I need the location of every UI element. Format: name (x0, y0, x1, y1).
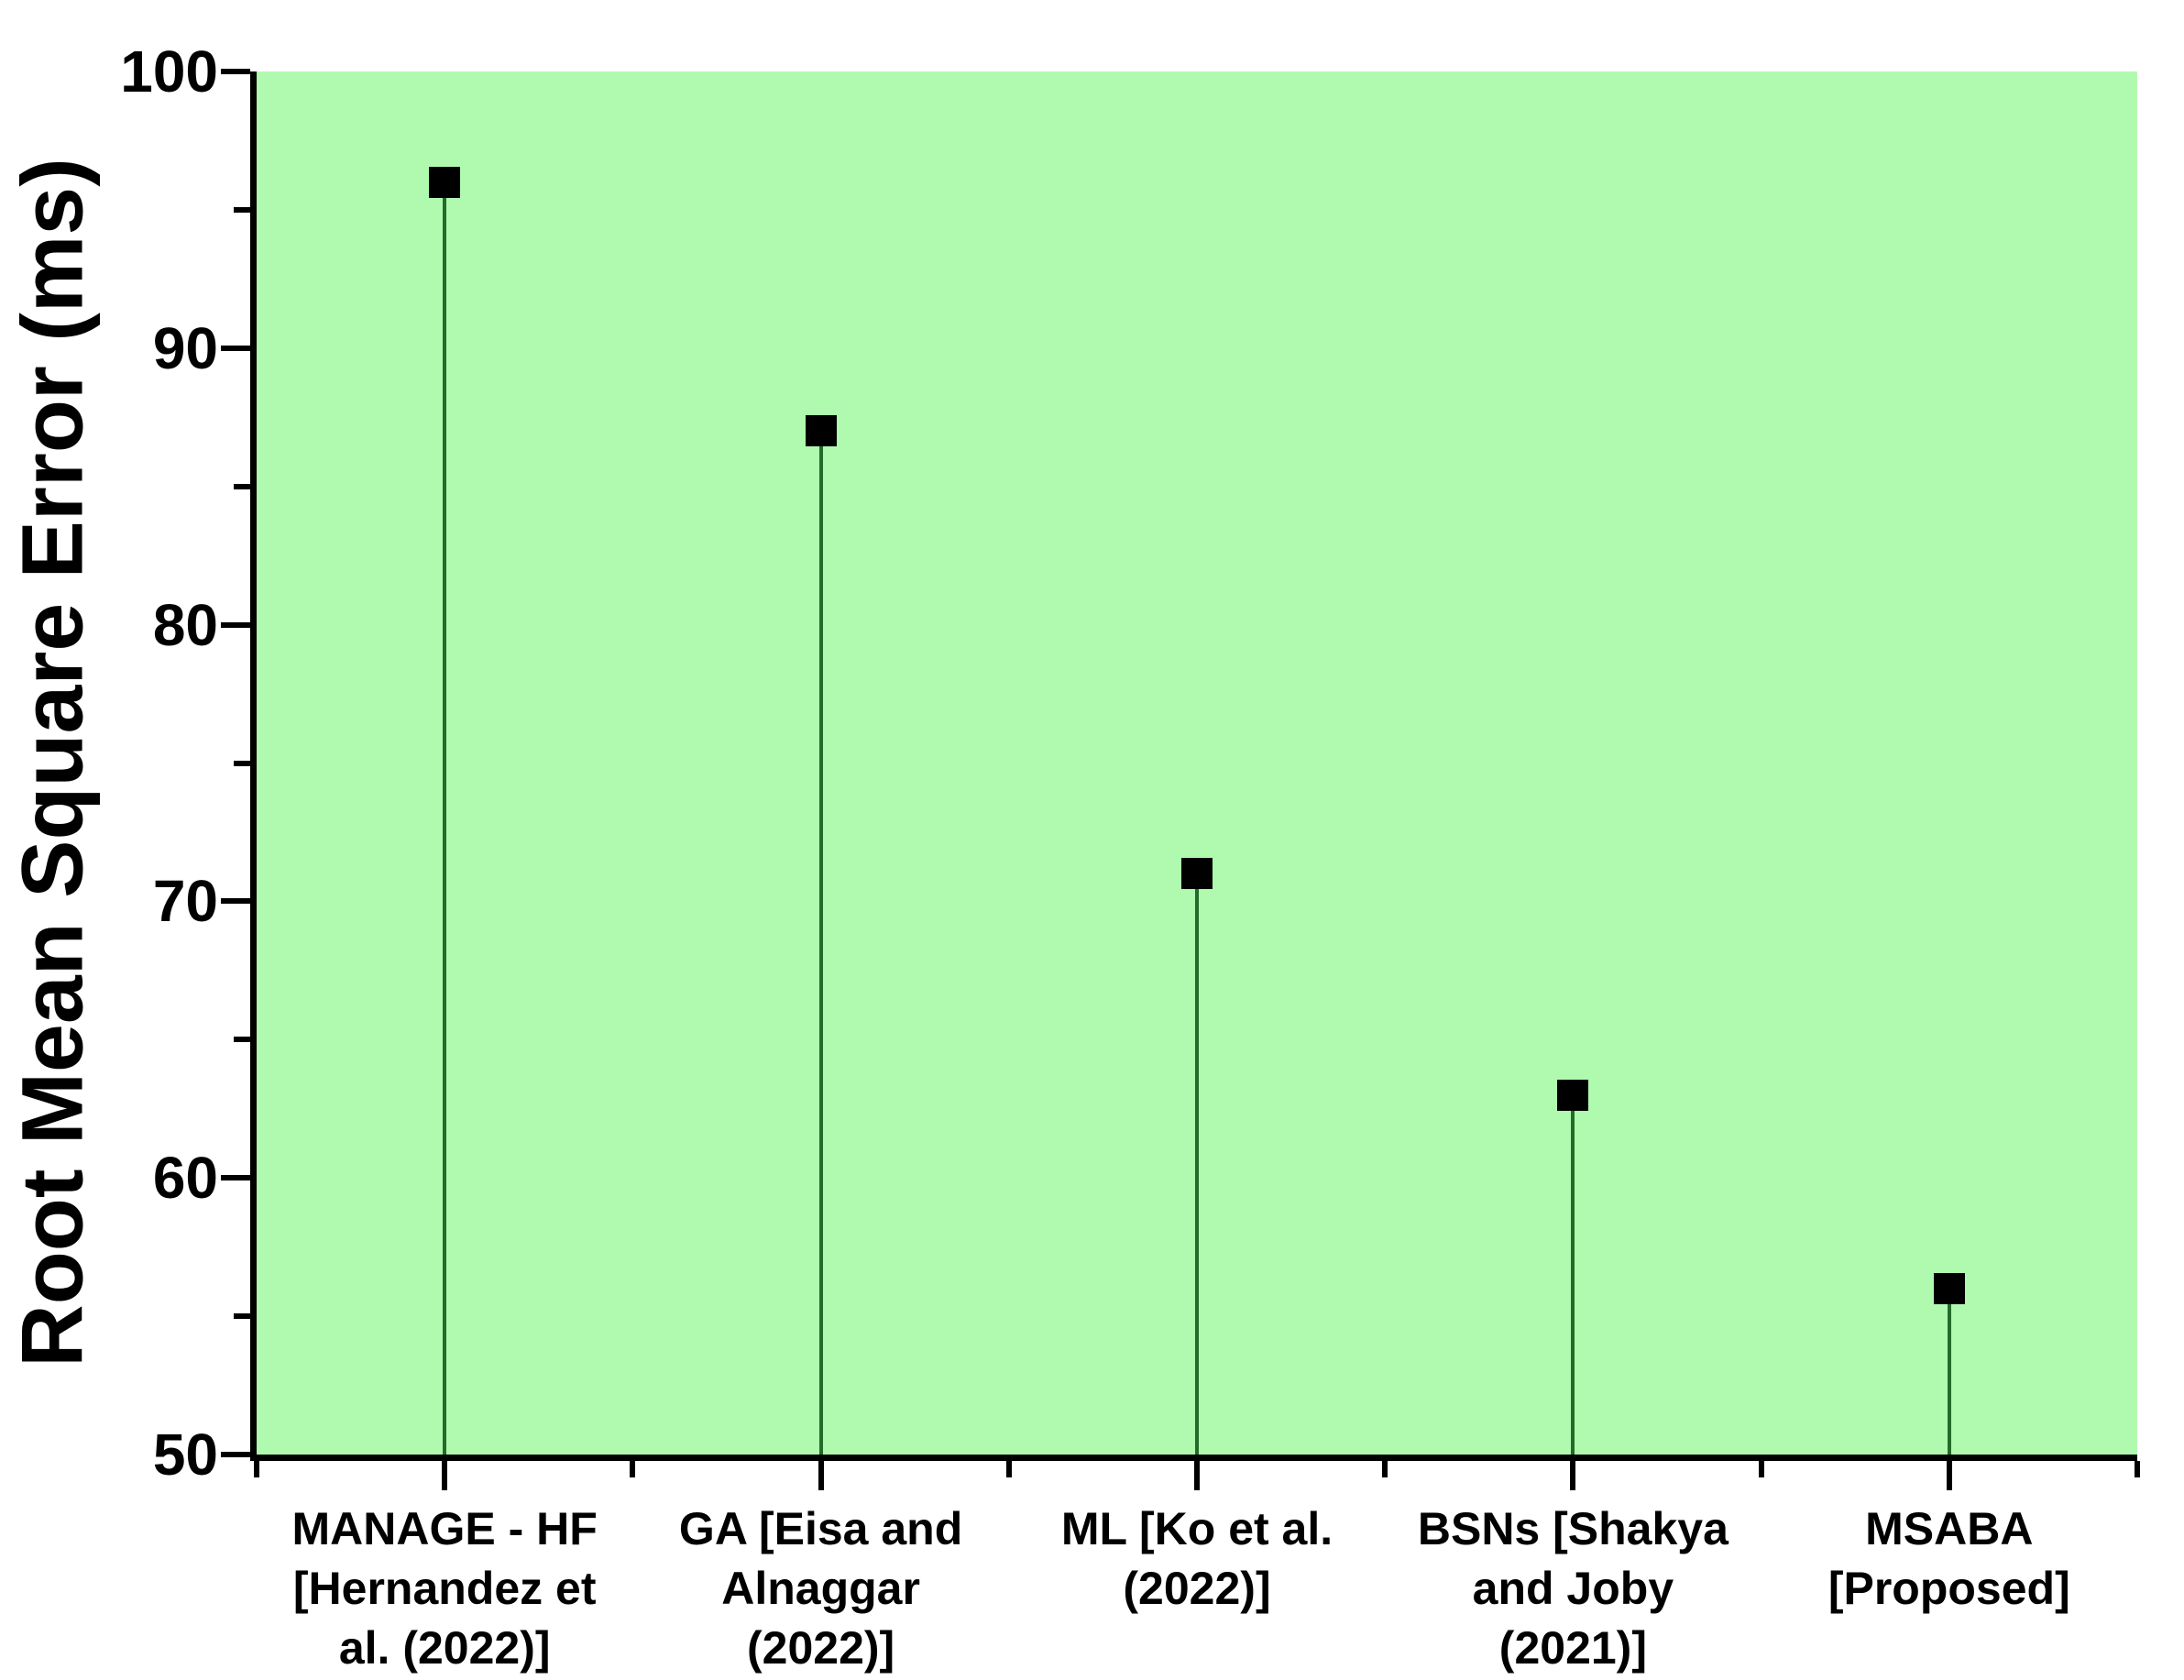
y-tick-label: 60 (152, 1145, 218, 1212)
x-minor-tick (630, 1461, 636, 1477)
x-category-label: MSABA [Proposed] (1827, 1503, 2070, 1614)
data-point-marker (805, 415, 837, 447)
y-tick-label: 80 (152, 591, 218, 658)
x-major-tick (1570, 1461, 1576, 1490)
y-minor-tick (234, 760, 250, 766)
y-major-tick (221, 621, 250, 628)
x-minor-tick (1758, 1461, 1764, 1477)
x-minor-tick (2135, 1461, 2140, 1477)
stem-line (818, 431, 823, 1455)
y-minor-tick (234, 483, 250, 489)
y-minor-tick (234, 206, 250, 213)
y-major-tick (221, 898, 250, 905)
stem-line (1947, 1288, 1951, 1455)
x-major-tick (442, 1461, 448, 1490)
stem-line (443, 181, 447, 1455)
x-minor-tick (254, 1461, 259, 1477)
x-axis-line (250, 1455, 2137, 1461)
y-axis-line (250, 71, 257, 1461)
x-major-tick (818, 1461, 824, 1490)
x-category-label: BSNs [Shakya and Joby (2021)] (1417, 1503, 1729, 1674)
y-minor-tick (234, 1037, 250, 1043)
y-tick-label: 90 (152, 314, 218, 381)
y-major-tick (221, 345, 250, 351)
x-major-tick (1946, 1461, 1952, 1490)
x-category-label: ML [Ko et al. (2022)] (1060, 1503, 1333, 1614)
x-category-label: GA [Eisa and Alnaggar (2022)] (678, 1503, 963, 1674)
x-category-label: MANAGE - HF [Hernandez et al. (2022)] (291, 1503, 598, 1674)
y-minor-tick (234, 1313, 250, 1320)
stem-line (1195, 873, 1199, 1455)
data-point-marker (1557, 1079, 1589, 1111)
y-tick-label: 50 (152, 1422, 218, 1488)
y-major-tick (221, 1452, 250, 1457)
data-point-marker (1933, 1272, 1965, 1304)
data-point-marker (1181, 858, 1213, 890)
x-minor-tick (1005, 1461, 1012, 1477)
y-major-tick (221, 1175, 250, 1181)
y-tick-label: 70 (152, 868, 218, 935)
x-minor-tick (1382, 1461, 1388, 1477)
y-tick-label: 100 (120, 38, 218, 104)
y-major-tick (221, 69, 250, 74)
data-point-marker (429, 166, 461, 198)
stem-line (1571, 1094, 1575, 1455)
x-major-tick (1194, 1461, 1200, 1490)
